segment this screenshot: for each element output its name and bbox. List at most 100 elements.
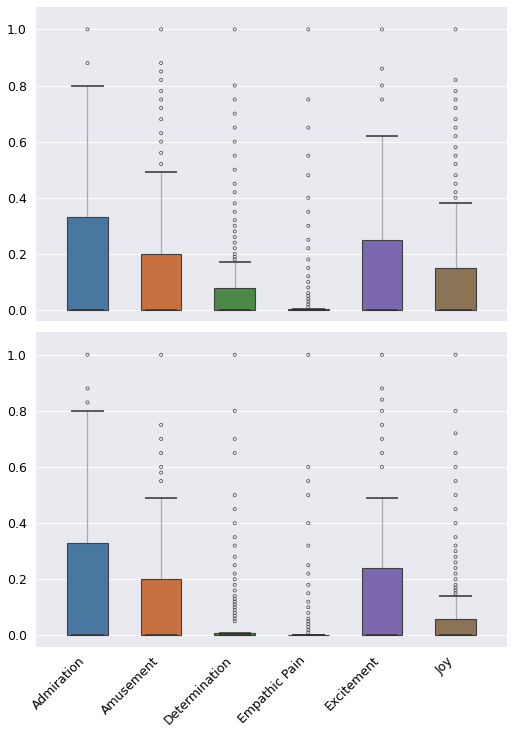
Point	[451, 170, 460, 181]
Point	[304, 192, 313, 203]
Point	[157, 85, 165, 97]
Point	[304, 234, 313, 246]
Point	[157, 447, 165, 459]
Point	[304, 282, 313, 294]
Point	[157, 23, 165, 35]
Point	[451, 489, 460, 501]
Point	[157, 147, 165, 159]
Point	[378, 405, 386, 417]
Point	[451, 573, 460, 585]
Bar	[67, 217, 108, 310]
Point	[231, 150, 239, 161]
Point	[231, 108, 239, 120]
Point	[157, 113, 165, 125]
Point	[451, 192, 460, 203]
Point	[304, 206, 313, 218]
Point	[231, 616, 239, 628]
Point	[378, 433, 386, 445]
Point	[378, 79, 386, 91]
Point	[451, 461, 460, 473]
Point	[378, 63, 386, 75]
Point	[231, 248, 239, 260]
Point	[231, 136, 239, 148]
Point	[451, 504, 460, 515]
Point	[231, 551, 239, 563]
Point	[231, 433, 239, 445]
Point	[83, 382, 91, 394]
Point	[83, 396, 91, 408]
Point	[304, 624, 313, 636]
Point	[231, 254, 239, 266]
Point	[451, 85, 460, 97]
Point	[304, 296, 313, 308]
Point	[304, 618, 313, 630]
Point	[304, 293, 313, 305]
Point	[304, 270, 313, 282]
Point	[378, 461, 386, 473]
Point	[231, 573, 239, 585]
Point	[231, 251, 239, 263]
Point	[451, 405, 460, 417]
Point	[157, 475, 165, 487]
Point	[231, 489, 239, 501]
Point	[157, 461, 165, 473]
Point	[157, 159, 165, 170]
Point	[157, 433, 165, 445]
Point	[231, 220, 239, 232]
Point	[231, 504, 239, 515]
Point	[231, 94, 239, 106]
Point	[451, 531, 460, 543]
Point	[231, 568, 239, 580]
Point	[451, 23, 460, 35]
Point	[451, 539, 460, 551]
Point	[157, 349, 165, 360]
Point	[304, 601, 313, 613]
Point	[451, 517, 460, 529]
Point	[451, 447, 460, 459]
Point	[231, 613, 239, 625]
Point	[231, 178, 239, 189]
Point	[83, 23, 91, 35]
Point	[451, 150, 460, 161]
Point	[304, 579, 313, 591]
Point	[231, 539, 239, 551]
Point	[451, 130, 460, 142]
Point	[304, 262, 313, 274]
Point	[231, 231, 239, 243]
Point	[378, 349, 386, 360]
Point	[304, 287, 313, 299]
Point	[304, 94, 313, 106]
Point	[157, 467, 165, 479]
Point	[231, 164, 239, 175]
Point	[231, 604, 239, 616]
Point	[231, 23, 239, 35]
Point	[304, 621, 313, 633]
Point	[157, 136, 165, 148]
Point	[231, 531, 239, 543]
Point	[451, 74, 460, 86]
Point	[451, 113, 460, 125]
Point	[451, 94, 460, 106]
Point	[304, 616, 313, 628]
Point	[157, 102, 165, 114]
Point	[304, 627, 313, 639]
Point	[231, 607, 239, 619]
Bar	[141, 254, 181, 310]
Point	[231, 405, 239, 417]
Point	[231, 447, 239, 459]
Bar	[362, 240, 402, 310]
Bar	[362, 568, 402, 636]
Point	[83, 57, 91, 69]
Point	[304, 517, 313, 529]
Bar	[141, 579, 181, 636]
Point	[451, 562, 460, 574]
Bar	[67, 542, 108, 636]
Bar	[214, 288, 255, 310]
Point	[304, 559, 313, 571]
Point	[304, 607, 313, 619]
Point	[231, 197, 239, 209]
Point	[231, 214, 239, 226]
Point	[231, 206, 239, 218]
Point	[451, 556, 460, 568]
Point	[378, 419, 386, 431]
